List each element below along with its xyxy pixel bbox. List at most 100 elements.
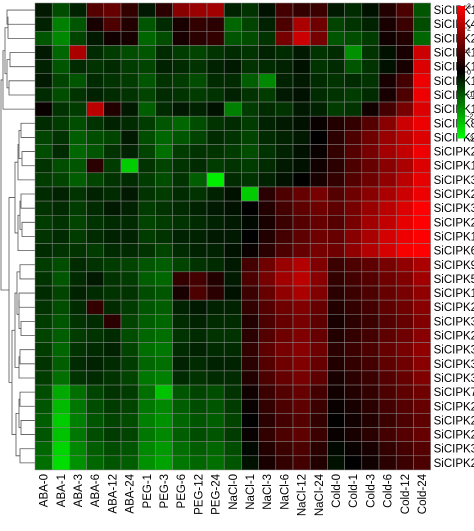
heatmap-cell-SiCIPK10-NaCl-0 [223, 45, 242, 60]
dendrogram-branch [20, 420, 35, 435]
heatmap-cell-SiCIPK8-ABA-12 [103, 115, 122, 131]
heatmap-cell-SiCIPK1-NaCl-1 [241, 229, 259, 244]
heatmap-cell-SiCIPK26-NaCl-3 [258, 413, 277, 428]
heatmap-cell-SiCIPK13-ABA-24 [120, 101, 139, 117]
heatmap-cell-SiCIPK21-ABA-0 [34, 186, 53, 202]
heatmap-cell-SiCIPK10-Cold-0 [327, 45, 345, 60]
heatmap-cell-SiCIPK4-ABA-24 [120, 16, 139, 32]
heatmap-cell-SiCIPK10-Cold-6 [378, 45, 397, 60]
heatmap-cell-SiCIPK5-NaCl-0 [223, 271, 242, 287]
heatmap-cell-SiCIPK15-Cold-12 [395, 73, 414, 89]
heatmap-cell-SiCIPK2-Cold-0 [327, 328, 345, 343]
heatmap-cell-SiCIPK26-NaCl-24 [309, 413, 328, 428]
heatmap-cell-SiCIPK25-Cold-12 [395, 130, 414, 145]
heatmap-cell-SiCIPK8-Cold-6 [378, 115, 397, 131]
heatmap-cell-SiCIPK11-NaCl-3 [258, 158, 277, 174]
heatmap-cell-SiCIPK7-NaCl-0 [223, 384, 242, 400]
heatmap-cell-SiCIPK29-PEG-1 [137, 299, 156, 315]
heatmap-cell-SiCIPK5-Cold-6 [378, 271, 397, 287]
heatmap-cell-SiCIPK17-Cold-12 [395, 59, 414, 74]
heatmap-cell-SiCIPK26-PEG-1 [137, 413, 156, 428]
heatmap-cell-SiCIPK6-ABA-1 [51, 243, 70, 258]
column-label: NaCl-6 [279, 474, 291, 510]
heatmap-cell-SiCIPK8-PEG-12 [189, 115, 208, 131]
heatmap-cell-SiCIPK30-ABA-0 [34, 356, 53, 372]
heatmap-cell-SiCIPK13-NaCl-6 [275, 101, 294, 117]
heatmap-cell-SiCIPK28-PEG-24 [206, 144, 225, 159]
heatmap-cell-SiCIPK22-Cold-6 [378, 215, 397, 230]
heatmap-cell-SiCIPK3-Cold-3 [361, 441, 380, 457]
heatmap-cell-SiCIPK23-NaCl-24 [309, 398, 328, 414]
heatmap-cell-SiCIPK23-PEG-12 [189, 398, 208, 414]
heatmap-cell-SiCIPK18-PEG-12 [189, 87, 208, 103]
heatmap-cell-SiCIPK8-PEG-3 [155, 115, 173, 131]
heatmap-cell-SiCIPK17-PEG-3 [155, 59, 173, 74]
heatmap-cell-SiCIPK3-Cold-6 [378, 441, 397, 457]
legend-gradient-step [457, 124, 465, 128]
heatmap-cell-SiCIPK31-NaCl-24 [309, 200, 328, 216]
row-label: SiCIPK28 [434, 147, 474, 159]
heatmap-cell-SiCIPK22-ABA-0 [34, 215, 53, 230]
heatmap-cell-SiCIPK22-NaCl-6 [275, 215, 294, 230]
heatmap-cell-SiCIPK6-Cold-3 [361, 243, 380, 258]
heatmap-cell-SiCIPK25-Cold-24 [413, 130, 431, 145]
heatmap-cell-SiCIPK3-PEG-1 [137, 441, 156, 457]
heatmap-cell-SiCIPK28-NaCl-12 [292, 144, 311, 159]
heatmap-cell-SiCIPK4-ABA-0 [34, 16, 53, 32]
heatmap-cell-SiCIPK11-PEG-1 [137, 158, 156, 174]
heatmap-cell-SiCIPK3-NaCl-3 [258, 441, 277, 457]
heatmap-cell-SiCIPK5-NaCl-3 [258, 271, 277, 287]
heatmap-cell-SiCIPK25-Cold-6 [378, 130, 397, 145]
heatmap-cell-SiCIPK20-NaCl-12 [292, 455, 311, 471]
heatmap-cell-SiCIPK3-NaCl-1 [241, 441, 259, 457]
heatmap-cell-SiCIPK33-Cold-0 [327, 370, 345, 386]
heatmap-cell-SiCIPK10-PEG-12 [189, 45, 208, 60]
heatmap-cell-SiCIPK15-Cold-24 [413, 73, 431, 89]
heatmap-cell-SiCIPK26-Cold-24 [413, 413, 431, 428]
dendrogram-branch [6, 9, 35, 25]
heatmap-cell-SiCIPK28-ABA-1 [51, 144, 70, 159]
heatmap-cell-SiCIPK7-ABA-24 [120, 384, 139, 400]
heatmap-cell-SiCIPK32-PEG-12 [189, 172, 208, 188]
heatmap-cell-SiCIPK20-PEG-6 [172, 455, 191, 471]
heatmap-cell-SiCIPK23-ABA-1 [51, 398, 70, 414]
heatmap-cell-SiCIPK33-ABA-1 [51, 370, 70, 386]
legend-gradient-step [457, 133, 465, 137]
heatmap-cell-SiCIPK16-ABA-6 [86, 285, 105, 301]
heatmap-cell-SiCIPK10-Cold-1 [344, 45, 363, 60]
heatmap-cell-SiCIPK16-NaCl-0 [223, 285, 242, 301]
heatmap-cell-SiCIPK7-ABA-6 [86, 384, 105, 400]
column-label: Cold-3 [365, 474, 377, 508]
legend-gradient-step [457, 105, 465, 108]
heatmap-cell-SiCIPK16-ABA-0 [34, 285, 53, 301]
heatmap-cell-SiCIPK28-PEG-6 [172, 144, 191, 159]
column-label: PEG-1 [142, 474, 154, 509]
dendrogram-branch [20, 320, 35, 336]
heatmap-cell-SiCIPK33-PEG-24 [206, 370, 225, 386]
heatmap-cell-SiCIPK13-NaCl-3 [258, 101, 277, 117]
heatmap-cell-SiCIPK9-Cold-0 [327, 257, 345, 273]
heatmap-cell-SiCIPK34-NaCl-0 [223, 342, 242, 358]
heatmap-cell-SiCIPK35-ABA-0 [34, 314, 53, 329]
heatmap-cell-SiCIPK15-PEG-24 [206, 73, 225, 89]
heatmap-cell-SiCIPK27-NaCl-1 [241, 427, 259, 442]
heatmap-cell-SiCIPK32-NaCl-6 [275, 172, 294, 188]
heatmap-cell-SiCIPK19-Cold-24 [413, 2, 431, 18]
heatmap-cell-SiCIPK8-Cold-0 [327, 115, 345, 131]
heatmap-cell-SiCIPK25-NaCl-6 [275, 130, 294, 145]
heatmap-cell-SiCIPK31-ABA-0 [34, 200, 53, 216]
heatmap-cell-SiCIPK20-ABA-0 [34, 455, 53, 471]
heatmap-cell-SiCIPK5-Cold-0 [327, 271, 345, 287]
heatmap-cell-SiCIPK24-ABA-0 [34, 31, 53, 46]
heatmap-cell-SiCIPK31-Cold-24 [413, 200, 431, 216]
heatmap-cell-SiCIPK9-PEG-6 [172, 257, 191, 273]
heatmap-cell-SiCIPK5-ABA-24 [120, 271, 139, 287]
heatmap-cell-SiCIPK24-PEG-24 [206, 31, 225, 46]
heatmap-cell-SiCIPK8-PEG-24 [206, 115, 225, 131]
heatmap-cell-SiCIPK29-PEG-12 [189, 299, 208, 315]
column-label: Cold-12 [400, 474, 412, 514]
heatmap-cell-SiCIPK3-Cold-1 [344, 441, 363, 457]
heatmap-cell-SiCIPK32-Cold-24 [413, 172, 431, 188]
heatmap-cell-SiCIPK11-NaCl-12 [292, 158, 311, 174]
